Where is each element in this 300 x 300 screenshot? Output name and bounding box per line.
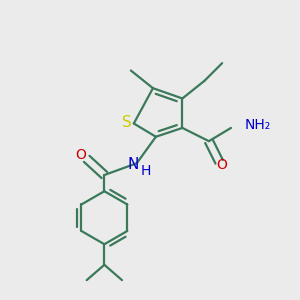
Text: NH₂: NH₂ [244,118,271,132]
Text: S: S [122,115,132,130]
Text: O: O [75,148,86,162]
Text: H: H [140,164,151,178]
Text: O: O [217,158,228,172]
Text: N: N [128,157,139,172]
